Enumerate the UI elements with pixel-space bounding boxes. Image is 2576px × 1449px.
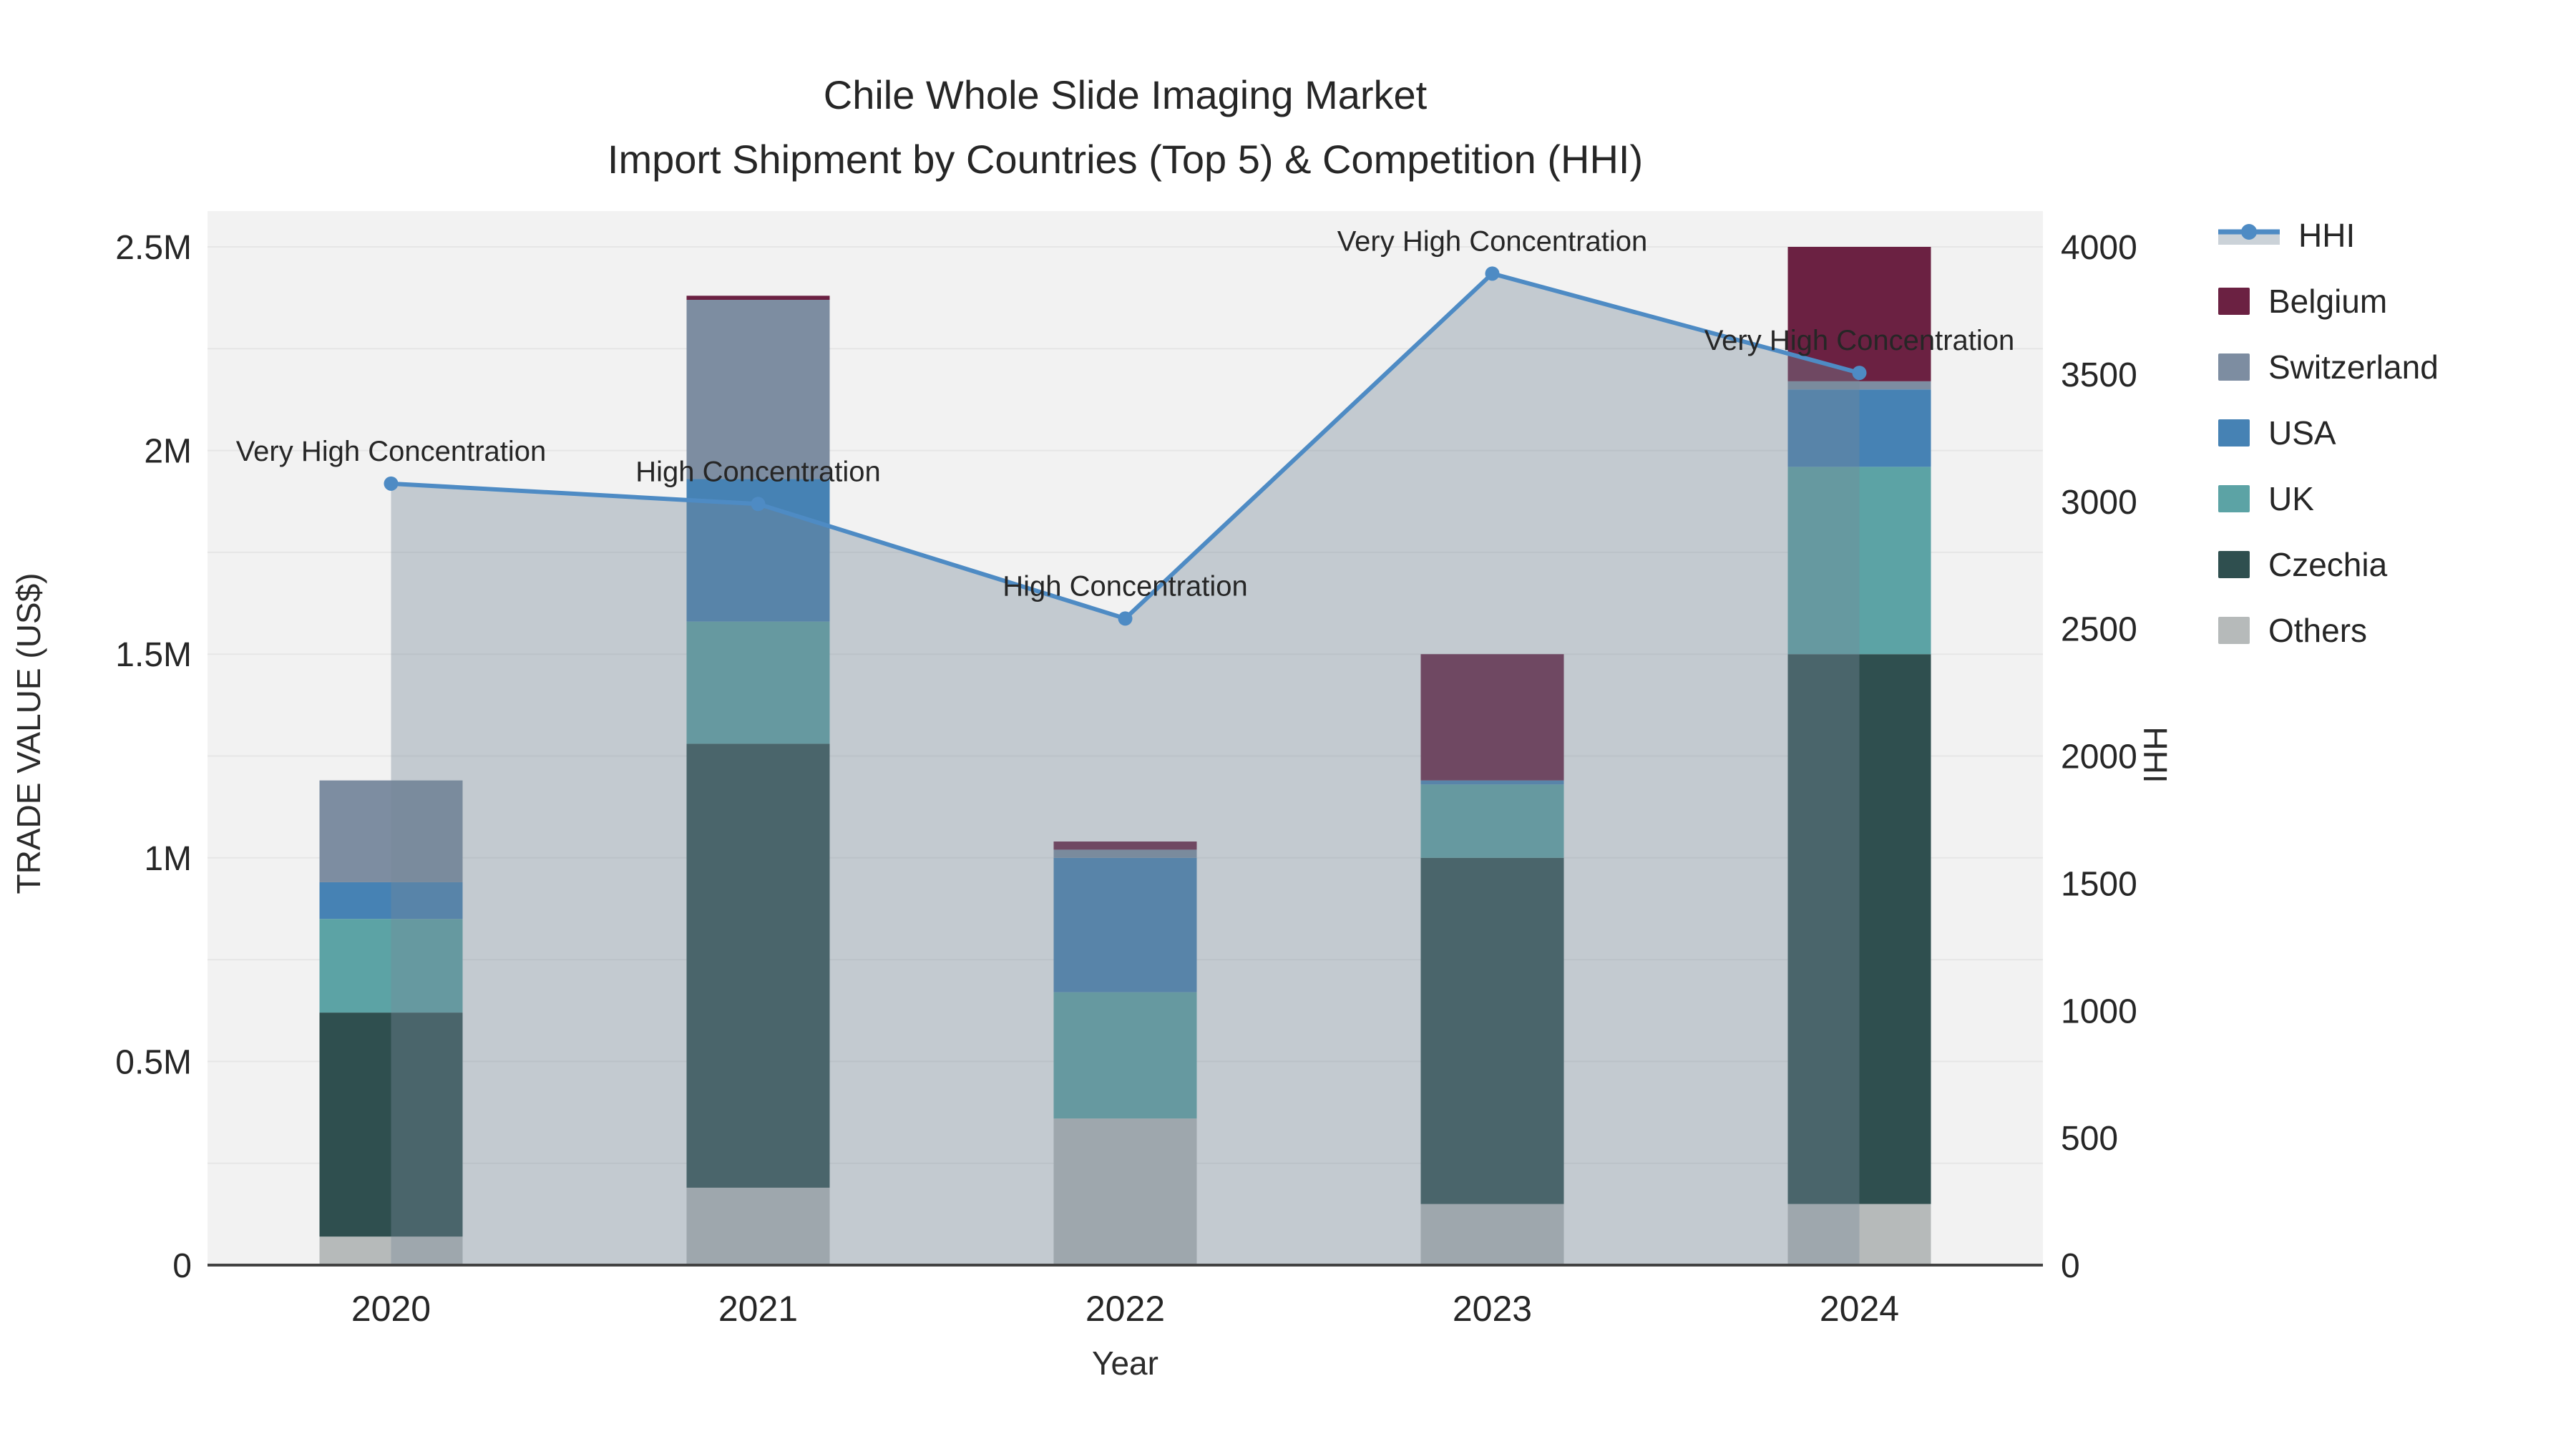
legend-label: Czechia xyxy=(2268,546,2388,583)
others-swatch-icon xyxy=(2218,617,2250,644)
y-left-tick-label-0.5M: 0.5M xyxy=(115,1043,192,1081)
bar-segment-uk-2023 xyxy=(1420,784,1564,858)
hhi-marker-2024 xyxy=(1852,366,1867,381)
bar-segment-belgium-2022 xyxy=(1053,841,1197,850)
legend-label: Switzerland xyxy=(2268,348,2439,386)
y-left-tick-label-1M: 1M xyxy=(144,840,192,878)
bar-segment-others-2021 xyxy=(686,1187,830,1265)
x-tick-label-2024: 2024 xyxy=(1820,1289,1899,1329)
annotation-2022: High Concentration xyxy=(1002,570,1247,602)
czechia-swatch-icon xyxy=(2218,551,2250,578)
switzerland-swatch-icon xyxy=(2218,353,2250,381)
y-right-tick-label-3500: 3500 xyxy=(2061,356,2137,394)
bar-segment-others-2024 xyxy=(1787,1204,1931,1265)
y-right-axis-title: HHI xyxy=(2137,726,2174,784)
y-right-tick-label-500: 500 xyxy=(2061,1120,2118,1158)
y-right-tick-label-3000: 3000 xyxy=(2061,484,2137,522)
annotation-2020: Very High Concentration xyxy=(236,436,547,467)
hhi-marker-2022 xyxy=(1118,611,1133,626)
hhi-line-swatch-icon xyxy=(2218,223,2280,248)
bar-segment-switzerland-2020 xyxy=(319,780,463,882)
legend: HHI Belgium Switzerland USA UK Czechia Others xyxy=(2218,216,2439,650)
y-left-axis-title: TRADE VALUE (US$) xyxy=(10,572,47,894)
y-right-tick-label-1000: 1000 xyxy=(2061,992,2137,1030)
legend-label: HHI xyxy=(2298,217,2356,254)
bar-segment-usa-2023 xyxy=(1420,780,1564,785)
bar-segment-usa-2024 xyxy=(1787,389,1931,467)
bar-segment-others-2020 xyxy=(319,1236,463,1265)
bar-segment-uk-2021 xyxy=(686,621,830,744)
chart-title-line2: Import Shipment by Countries (Top 5) & C… xyxy=(607,137,1644,182)
y-right-tick-label-1500: 1500 xyxy=(2061,865,2137,903)
bar-segment-belgium-2021 xyxy=(686,296,830,300)
hhi-marker-2020 xyxy=(384,476,399,491)
x-axis-title: Year xyxy=(1092,1345,1158,1382)
legend-item-others[interactable]: Others xyxy=(2218,611,2439,650)
bar-segment-usa-2022 xyxy=(1053,857,1197,992)
annotation-2021: High Concentration xyxy=(635,456,880,487)
legend-item-switzerland[interactable]: Switzerland xyxy=(2218,348,2439,386)
bar-segment-switzerland-2024 xyxy=(1787,381,1931,390)
bar-segment-others-2022 xyxy=(1053,1118,1197,1265)
legend-label: Belgium xyxy=(2268,283,2388,320)
legend-label: UK xyxy=(2268,480,2314,517)
chart-title: Chile Whole Slide Imaging Market Import … xyxy=(208,63,2043,192)
y-right-tick-label-4000: 4000 xyxy=(2061,229,2137,267)
chart-title-line1: Chile Whole Slide Imaging Market xyxy=(823,72,1428,117)
bar-segment-belgium-2023 xyxy=(1420,654,1564,781)
x-tick-label-2020: 2020 xyxy=(351,1289,431,1329)
usa-swatch-icon xyxy=(2218,419,2250,447)
legend-label: Others xyxy=(2268,612,2368,649)
x-tick-label-2021: 2021 xyxy=(718,1289,798,1329)
annotation-2023: Very High Concentration xyxy=(1337,225,1648,257)
y-left-tick-label-0: 0 xyxy=(172,1247,192,1285)
hhi-marker-2023 xyxy=(1485,266,1500,281)
bar-segment-switzerland-2022 xyxy=(1053,849,1197,858)
y-left-tick-label-2M: 2M xyxy=(144,433,192,471)
hhi-area-fill xyxy=(391,273,1860,1265)
bar-segment-czechia-2023 xyxy=(1420,857,1564,1204)
y-left-tick-label-1.5M: 1.5M xyxy=(115,636,192,674)
bar-segment-others-2023 xyxy=(1420,1204,1564,1265)
bar-segment-czechia-2024 xyxy=(1787,654,1931,1204)
bar-segment-czechia-2020 xyxy=(319,1013,463,1237)
legend-label: USA xyxy=(2268,414,2336,452)
belgium-swatch-icon xyxy=(2218,288,2250,315)
y-right-tick-label-2500: 2500 xyxy=(2061,611,2137,649)
bar-segment-uk-2024 xyxy=(1787,467,1931,655)
legend-item-czechia[interactable]: Czechia xyxy=(2218,545,2439,584)
bar-segment-uk-2022 xyxy=(1053,992,1197,1119)
bar-segment-uk-2020 xyxy=(319,919,463,1013)
y-left-tick-label-2.5M: 2.5M xyxy=(115,229,192,267)
x-tick-label-2022: 2022 xyxy=(1085,1289,1165,1329)
uk-swatch-icon xyxy=(2218,485,2250,512)
legend-item-belgium[interactable]: Belgium xyxy=(2218,282,2439,321)
annotation-2024: Very High Concentration xyxy=(1704,325,2015,356)
legend-item-uk[interactable]: UK xyxy=(2218,479,2439,518)
x-tick-label-2023: 2023 xyxy=(1453,1289,1532,1329)
bar-segment-czechia-2021 xyxy=(686,743,830,1188)
y-right-tick-label-2000: 2000 xyxy=(2061,738,2137,776)
legend-item-usa[interactable]: USA xyxy=(2218,414,2439,452)
y-right-tick-label-0: 0 xyxy=(2061,1247,2080,1285)
bar-segment-usa-2020 xyxy=(319,882,463,919)
legend-item-hhi[interactable]: HHI xyxy=(2218,216,2439,255)
bar-segment-switzerland-2021 xyxy=(686,299,830,479)
hhi-marker-2021 xyxy=(751,497,766,512)
